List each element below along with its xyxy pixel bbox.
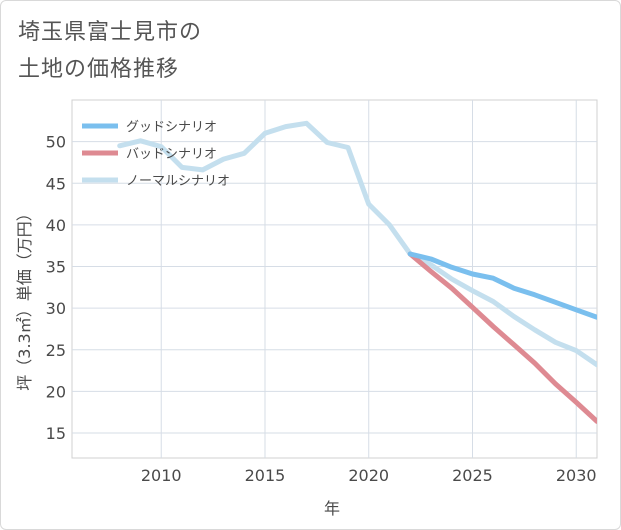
legend-label-2: ノーマルシナリオ — [126, 174, 230, 189]
y-tick-label: 45 — [46, 174, 66, 193]
x-tick-label: 2015 — [245, 466, 286, 485]
y-tick-label: 40 — [46, 216, 66, 235]
page-title: 埼玉県富士見市の 土地の価格推移 — [18, 14, 202, 88]
series-line-1 — [407, 251, 597, 424]
y-tick-label: 35 — [46, 258, 66, 277]
series-layer — [117, 120, 597, 424]
x-tick-label: 2030 — [556, 466, 597, 485]
y-tick-label: 15 — [46, 424, 66, 443]
title-line-2: 土地の価格推移 — [18, 57, 180, 82]
x-tick-label: 2020 — [348, 466, 389, 485]
x-axis-label: 年 — [324, 499, 340, 518]
legend-label-0: グッドシナリオ — [126, 120, 217, 135]
x-tick-label: 2025 — [452, 466, 493, 485]
title-line-1: 埼玉県富士見市の — [18, 20, 203, 45]
y-tick-label: 25 — [46, 341, 66, 360]
plot-area — [71, 99, 598, 459]
series-line-0 — [407, 251, 597, 320]
series-line-2 — [117, 120, 597, 368]
y-tick-label: 30 — [46, 299, 66, 318]
y-axis-label: 坪（3.3㎡）単価（万円） — [15, 205, 34, 390]
y-tick-label: 20 — [46, 382, 66, 401]
legend-label-1: バッドシナリオ — [126, 147, 217, 162]
grid — [72, 100, 597, 458]
y-tick-label: 50 — [46, 133, 66, 152]
x-tick-label: 2010 — [141, 466, 182, 485]
